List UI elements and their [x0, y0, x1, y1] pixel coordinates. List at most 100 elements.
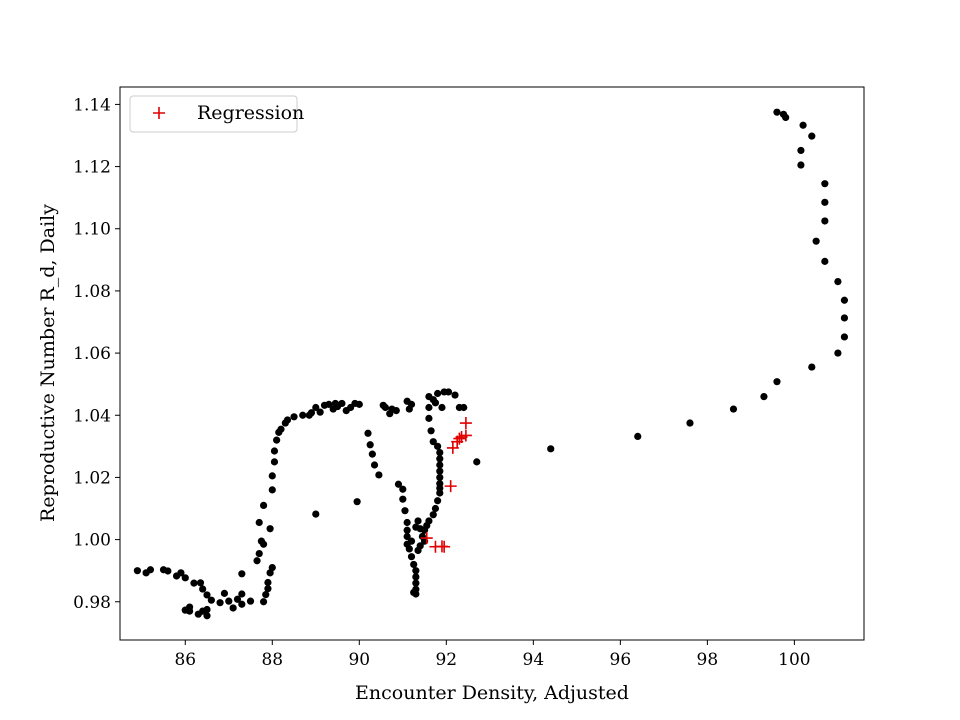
data-point [405, 545, 413, 553]
x-axis-ticks: 86 88 90 92 94 96 98 100 [174, 640, 811, 670]
data-point [370, 461, 379, 469]
x-tick-label: 92 [435, 650, 457, 670]
data-point [401, 507, 409, 515]
data-point [338, 399, 346, 408]
x-tick-label: 90 [348, 650, 370, 670]
y-axis-ticks: 0.98 1.00 1.02 1.04 1.06 1.08 1.10 1.12 1.14 [73, 95, 120, 613]
data-point [473, 458, 481, 466]
plot-frame [119, 86, 865, 641]
regression-point [459, 417, 472, 430]
x-axis-label: Encounter Density, Adjusted [355, 682, 629, 704]
y-tick-label: 1.14 [73, 95, 111, 115]
data-point [268, 563, 276, 572]
data-point [429, 438, 437, 446]
x-tick-label: 98 [697, 650, 719, 670]
data-point [399, 495, 407, 503]
data-point [436, 467, 444, 475]
data-point [436, 461, 444, 469]
data-point [834, 277, 842, 286]
data-point [403, 532, 411, 541]
regression-point [459, 429, 472, 442]
y-tick-label: 1.08 [73, 282, 111, 302]
x-tick-label: 94 [523, 650, 545, 670]
data-point [255, 518, 263, 527]
data-point [307, 409, 316, 417]
data-point [412, 573, 420, 581]
data-point [427, 427, 435, 435]
data-point [312, 403, 320, 412]
data-point [460, 403, 468, 412]
data-point [133, 567, 142, 575]
regression-point [438, 540, 451, 553]
data-point [268, 486, 276, 494]
legend-box [129, 95, 298, 133]
data-point [290, 413, 298, 421]
data-point [821, 180, 829, 188]
data-point [375, 471, 383, 479]
regression-point [446, 441, 459, 454]
y-tick-label: 1.04 [73, 406, 111, 426]
y-axis-label: Reproductive Number R_d, Daily [37, 204, 59, 522]
data-point [181, 574, 189, 582]
data-point [812, 237, 820, 245]
data-point [262, 591, 270, 599]
data-point [368, 450, 376, 458]
data-point [316, 408, 324, 416]
y-tick-label: 1.06 [73, 344, 111, 364]
data-point [177, 569, 185, 577]
data-point [394, 480, 403, 488]
data-point [412, 567, 420, 575]
data-point [407, 537, 416, 545]
x-tick-label: 86 [174, 650, 196, 670]
data-point [196, 579, 205, 587]
data-point [381, 403, 390, 412]
data-point [444, 388, 453, 396]
legend: Regression [129, 95, 304, 133]
data-point [760, 393, 768, 401]
data-point [403, 526, 411, 534]
data-point [238, 590, 246, 598]
regression-point [444, 480, 457, 493]
data-point [270, 447, 279, 455]
data-point [773, 108, 781, 116]
data-point [451, 391, 459, 399]
data-point [436, 455, 444, 463]
data-point [729, 405, 738, 413]
data-point [220, 589, 229, 597]
x-tick-label: 88 [261, 650, 283, 670]
data-point [434, 442, 442, 450]
data-point [366, 441, 374, 449]
data-point [412, 579, 420, 587]
data-point [259, 540, 268, 548]
data-point [431, 504, 440, 513]
x-tick-label: 96 [610, 650, 632, 670]
data-point [634, 432, 642, 440]
data-point [547, 445, 555, 453]
data-point [821, 217, 829, 225]
data-point [799, 121, 807, 129]
data-point [146, 566, 155, 574]
regression-point [453, 432, 466, 445]
data-point [353, 498, 361, 506]
data-point [164, 567, 172, 575]
data-point [264, 585, 272, 593]
data-point [225, 597, 233, 605]
data-point [438, 403, 446, 412]
data-points [133, 108, 849, 620]
data-point [277, 425, 285, 433]
data-point [255, 549, 263, 558]
legend-regression-label: Regression [197, 102, 304, 124]
data-point [229, 604, 237, 612]
data-point [414, 546, 422, 555]
data-point [414, 517, 422, 525]
data-point [840, 314, 849, 322]
data-point [186, 607, 194, 615]
y-tick-label: 1.02 [73, 468, 111, 488]
legend-regression-marker [153, 107, 165, 119]
data-point [299, 411, 307, 419]
data-point [273, 436, 281, 444]
data-point [431, 399, 440, 407]
data-point [268, 472, 276, 480]
regression-point [420, 532, 433, 545]
